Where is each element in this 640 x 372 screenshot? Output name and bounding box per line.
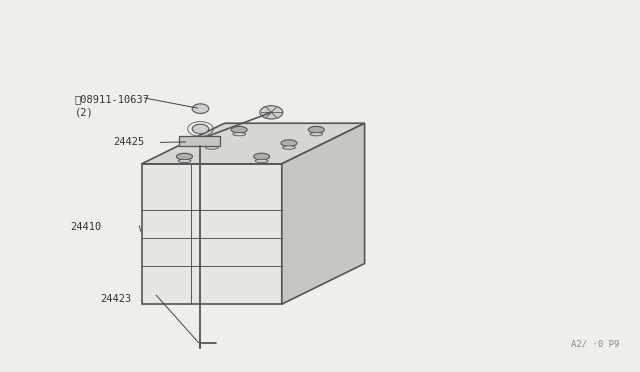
Polygon shape <box>141 123 365 164</box>
Ellipse shape <box>281 140 297 147</box>
Ellipse shape <box>283 146 295 149</box>
Polygon shape <box>179 137 220 145</box>
Ellipse shape <box>231 126 247 133</box>
Text: A2/ ⋅0 P9: A2/ ⋅0 P9 <box>571 340 620 349</box>
Ellipse shape <box>310 132 323 136</box>
Ellipse shape <box>204 140 220 147</box>
Ellipse shape <box>178 159 191 163</box>
Text: 24410: 24410 <box>70 222 102 232</box>
Text: 24425: 24425 <box>113 137 144 147</box>
Ellipse shape <box>255 159 268 163</box>
Ellipse shape <box>205 146 218 149</box>
Ellipse shape <box>233 132 246 136</box>
Circle shape <box>192 104 209 113</box>
Text: 24423: 24423 <box>100 294 131 304</box>
Text: Ⓞ08911-10637: Ⓞ08911-10637 <box>75 94 150 104</box>
Circle shape <box>260 106 283 119</box>
Ellipse shape <box>253 153 269 160</box>
Circle shape <box>192 124 209 134</box>
Polygon shape <box>282 123 365 304</box>
Ellipse shape <box>308 126 324 133</box>
Polygon shape <box>141 164 282 304</box>
Ellipse shape <box>177 153 193 160</box>
Text: (2): (2) <box>75 107 93 117</box>
